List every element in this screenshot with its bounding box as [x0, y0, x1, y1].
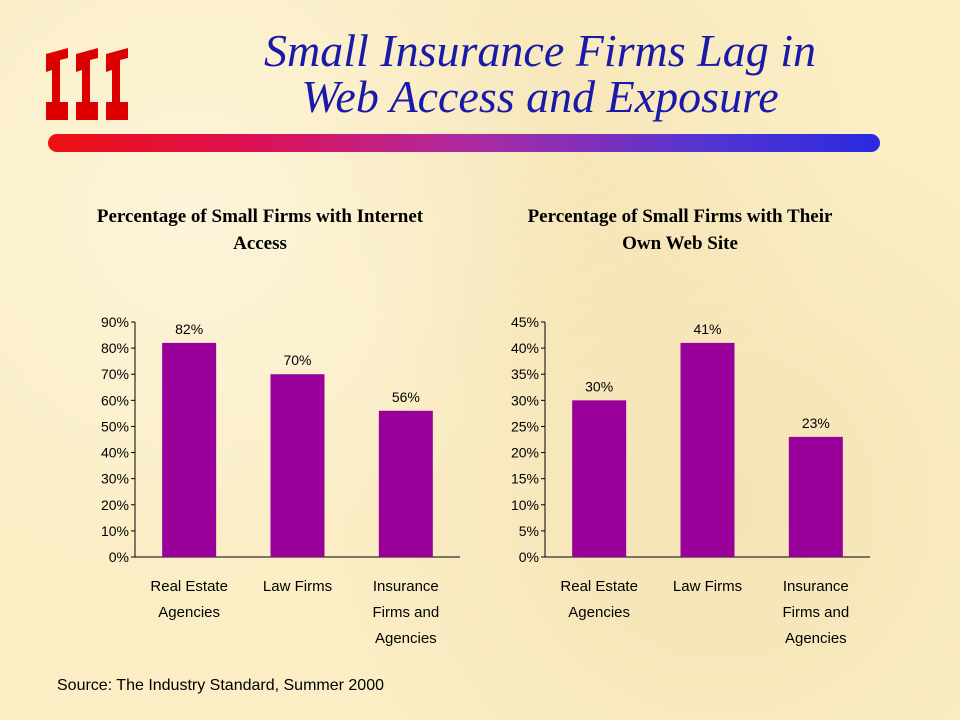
- y-tick-label: 70%: [101, 366, 129, 382]
- category-label: Agencies: [158, 604, 220, 621]
- bar: [572, 400, 627, 557]
- chart-title-line-2: Own Web Site: [622, 233, 738, 254]
- y-tick-label: 80%: [101, 340, 129, 356]
- data-label: 23%: [802, 415, 830, 431]
- y-tick-label: 30%: [101, 471, 129, 487]
- page-title-line-1: Small Insurance Firms Lag in: [264, 25, 816, 76]
- category-label: Agencies: [785, 630, 847, 647]
- data-label: 56%: [392, 389, 420, 405]
- category-label: Law Firms: [263, 578, 332, 595]
- y-tick-label: 0%: [109, 549, 129, 565]
- data-label: 30%: [585, 378, 613, 394]
- y-tick-label: 25%: [511, 418, 539, 434]
- data-label: 70%: [283, 352, 311, 368]
- source-note: Source: The Industry Standard, Summer 20…: [57, 677, 384, 694]
- y-tick-label: 5%: [519, 523, 539, 539]
- y-tick-label: 90%: [101, 314, 129, 330]
- chart-title-line-1: Percentage of Small Firms with Their: [527, 206, 833, 227]
- data-label: 82%: [175, 321, 203, 337]
- y-tick-label: 50%: [101, 418, 129, 434]
- page-title: Small Insurance Firms Lag in Web Access …: [150, 28, 930, 120]
- category-label: Firms and: [372, 604, 439, 621]
- data-label: 41%: [693, 321, 721, 337]
- y-tick-label: 10%: [101, 523, 129, 539]
- category-label: Firms and: [782, 604, 849, 621]
- page-title-line-2: Web Access and Exposure: [301, 71, 779, 122]
- y-tick-label: 40%: [101, 445, 129, 461]
- category-label: Insurance: [783, 578, 849, 595]
- chart-title-line-1: Percentage of Small Firms with Internet: [96, 206, 424, 227]
- chart-title-own-web-site: Percentage of Small Firms with Their Own…: [500, 203, 860, 257]
- category-label: Law Firms: [673, 578, 742, 595]
- title-divider: [48, 134, 880, 152]
- category-label: Agencies: [568, 604, 630, 621]
- y-tick-label: 10%: [511, 497, 539, 513]
- y-tick-label: 20%: [101, 497, 129, 513]
- y-tick-label: 40%: [511, 340, 539, 356]
- y-tick-label: 45%: [511, 314, 539, 330]
- category-label: Agencies: [375, 630, 437, 647]
- y-tick-label: 0%: [519, 549, 539, 565]
- bar: [162, 342, 217, 557]
- bar: [788, 436, 843, 557]
- y-tick-label: 30%: [511, 392, 539, 408]
- category-label: Real Estate: [150, 578, 228, 595]
- bar: [680, 342, 735, 557]
- iii-logo-icon: [46, 48, 128, 120]
- y-tick-label: 60%: [101, 392, 129, 408]
- category-label: Insurance: [373, 578, 439, 595]
- bar: [270, 374, 325, 557]
- y-tick-label: 15%: [511, 471, 539, 487]
- bar: [378, 410, 433, 557]
- y-tick-label: 35%: [511, 366, 539, 382]
- category-label: Real Estate: [560, 578, 638, 595]
- chart-title-line-2: Access: [233, 233, 287, 254]
- chart-title-internet-access: Percentage of Small Firms with Internet …: [80, 203, 440, 257]
- y-tick-label: 20%: [511, 445, 539, 461]
